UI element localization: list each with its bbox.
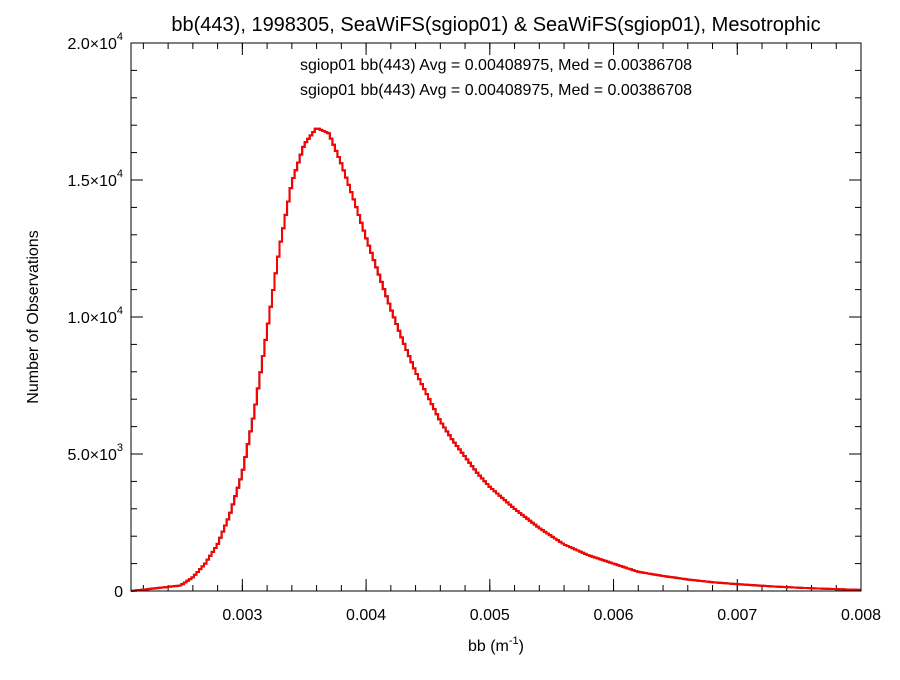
x-axis-label-sup: -1 [509,635,519,647]
y-tick-label: 2.0×104 [67,31,123,53]
y-tick-label: 1.0×104 [67,305,123,327]
series-line-red [131,127,861,592]
y-tick-label: 5.0×103 [67,442,123,464]
x-axis-label-main: bb (m [468,638,509,655]
x-tick-label: 0.004 [346,607,386,624]
x-tick-label: 0.003 [222,607,262,624]
chart-title: bb(443), 1998305, SeaWiFS(sgiop01) & Sea… [171,14,820,36]
x-axis-label-end: ) [519,638,524,655]
y-axis-label: Number of Observations [25,230,42,403]
x-tick-label: 0.006 [594,607,634,624]
stat-annotation-red: sgiop01 bb(443) Avg = 0.00408975, Med = … [300,82,692,99]
x-axis-label: bb (m-1) [468,635,524,655]
y-tick-label: 1.5×104 [67,168,123,190]
y-tick-label: 0 [114,584,123,601]
x-tick-label: 0.005 [470,607,510,624]
x-tick-labels: 0.003 0.004 0.005 0.006 0.007 0.008 [222,607,881,624]
data-series [131,127,861,592]
x-tick-label: 0.007 [717,607,757,624]
plot-frame [130,42,862,592]
x-tick-label: 0.008 [841,607,881,624]
stat-annotation-black: sgiop01 bb(443) Avg = 0.00408975, Med = … [300,57,692,74]
y-tick-labels: 0 5.0×103 1.0×104 1.5×104 2.0×104 [67,31,123,601]
